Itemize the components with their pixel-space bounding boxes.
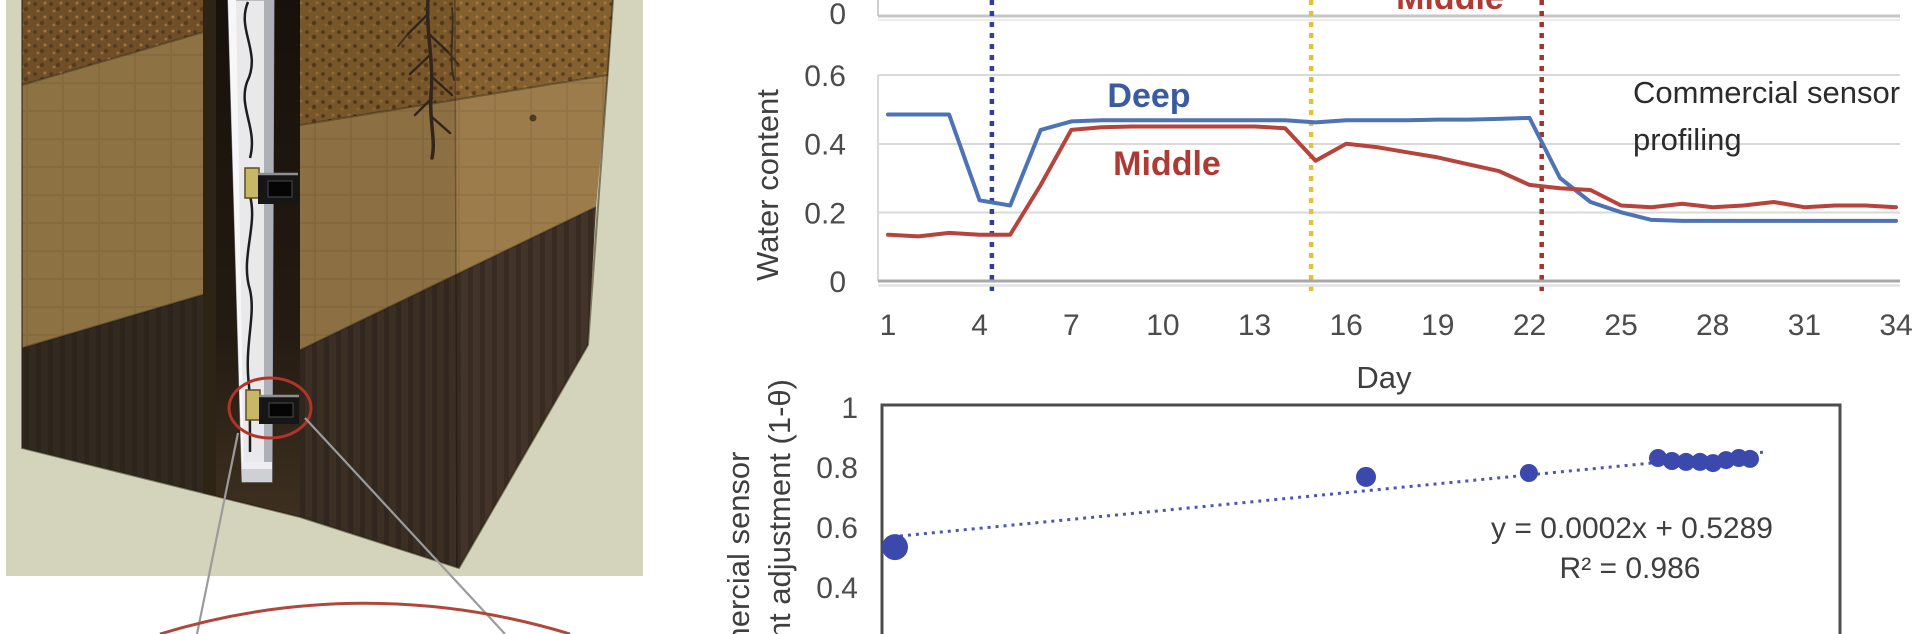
y-tick-label: 0.6 [804, 60, 846, 93]
soil-block [21, 0, 614, 570]
scatter-y-tick-label: 0.6 [816, 512, 858, 545]
x-tick-label: 25 [1604, 309, 1637, 342]
top-chart-middle-label: Middle [1396, 0, 1504, 17]
series-lines-group [886, 112, 1898, 239]
cutaway-face-shade [300, 0, 457, 568]
scatter-points-group [882, 449, 1759, 561]
block-corner-edge [454, 0, 458, 569]
series-line-middle [886, 124, 1898, 239]
probe-foot-highlight [242, 462, 272, 469]
annotation-line1: Commercial sensor [1633, 75, 1900, 110]
x-tick-label: 10 [1146, 309, 1179, 342]
x-tick-label: 7 [1063, 309, 1080, 342]
scatter-point [1649, 449, 1667, 467]
deepsoil-texture-right [300, 207, 596, 568]
gridlines [877, 74, 1900, 281]
deep-sensor [245, 389, 299, 424]
trench-left-wall [203, 0, 216, 496]
scatter-point [1677, 452, 1695, 471]
scatter-point [1356, 466, 1376, 487]
series-line-deep [886, 112, 1898, 223]
root-system [397, 0, 459, 160]
x-tick-label: 13 [1238, 309, 1271, 342]
magnifier-circle-arc [159, 601, 571, 634]
water-content-chart: Deep Middle Commercial sensor profiling … [750, 0, 1913, 395]
trendline [899, 450, 1766, 538]
subsoil-texture-right [300, 75, 608, 350]
sensor-highlight-ellipse [227, 376, 313, 440]
probe-shade [264, 0, 274, 482]
y-tick-label: 0.2 [804, 197, 846, 230]
x-tick-label: 31 [1788, 309, 1821, 342]
scatter-y-axis-title-line1: Commercial sensor [721, 451, 756, 634]
scatter-y-tick-label: 0.8 [816, 452, 858, 485]
x-tick-label: 19 [1421, 309, 1454, 342]
x-tick-label: 22 [1513, 309, 1546, 342]
scatter-y-tick-label: 1 [841, 392, 858, 425]
block-outline [21, 0, 614, 570]
scatter-point [1519, 464, 1538, 482]
adjustment-scatter-chart: 1 0.8 0.6 0.4 y = 0.0002x + 0.5289 R² = 0.9… [721, 379, 1842, 634]
annotation-line2: profiling [1633, 122, 1742, 157]
mid-depth-sensor [244, 167, 298, 204]
middle-series-label: Middle [1113, 145, 1221, 183]
y-axis-title: Water content [750, 89, 785, 281]
x-tick-label: 1 [880, 309, 897, 342]
scatter-point [1741, 449, 1759, 468]
scatter-y-tick-label: 0.4 [816, 572, 858, 605]
deep-series-label: Deep [1107, 77, 1190, 115]
layer-boundaries [21, 3, 609, 351]
scatter-y-ticks-group: 1 0.8 0.6 0.4 [816, 392, 858, 605]
y-tick-label: 0.4 [804, 129, 846, 162]
y-tick-labels-group: 0.6 0.4 0.2 0 [804, 60, 846, 299]
r-squared-value: R² = 0.986 [1560, 552, 1701, 585]
probe-highlight [228, 0, 244, 482]
sensor-probe [227, 0, 275, 483]
callout-line-right [304, 417, 506, 634]
event-lines-group [989, 0, 1544, 292]
scatter-point [882, 534, 908, 561]
x-axis-title: Day [1356, 360, 1412, 395]
x-tick-label: 16 [1330, 309, 1363, 342]
y-tick-label: 0 [829, 266, 846, 299]
scatter-point [1662, 452, 1681, 470]
x-tick-labels-group: 1 4 7 10 13 16 19 22 25 28 31 34 [880, 309, 1913, 342]
bracket-slot-deep [268, 402, 294, 418]
callout-line-left [195, 432, 240, 634]
top-chart-y-tick: 0 [829, 0, 846, 31]
top-chart-partial: 0 Middle [829, 0, 1900, 31]
x-tick-label: 4 [971, 309, 988, 342]
scatter-y-axis-title-line2: content adjustment (1-θ) [762, 379, 797, 634]
soil-column-illustration [6, 0, 643, 576]
bracket-slot-mid [267, 180, 293, 198]
magnifier-callout [159, 417, 571, 634]
scatter-point [1691, 452, 1709, 471]
x-tick-label: 28 [1696, 309, 1729, 342]
x-tick-label: 34 [1879, 309, 1912, 342]
scatter-plot-border [880, 403, 1842, 634]
soil-speck [529, 114, 537, 122]
regression-equation: y = 0.0002x + 0.5289 [1491, 512, 1773, 545]
